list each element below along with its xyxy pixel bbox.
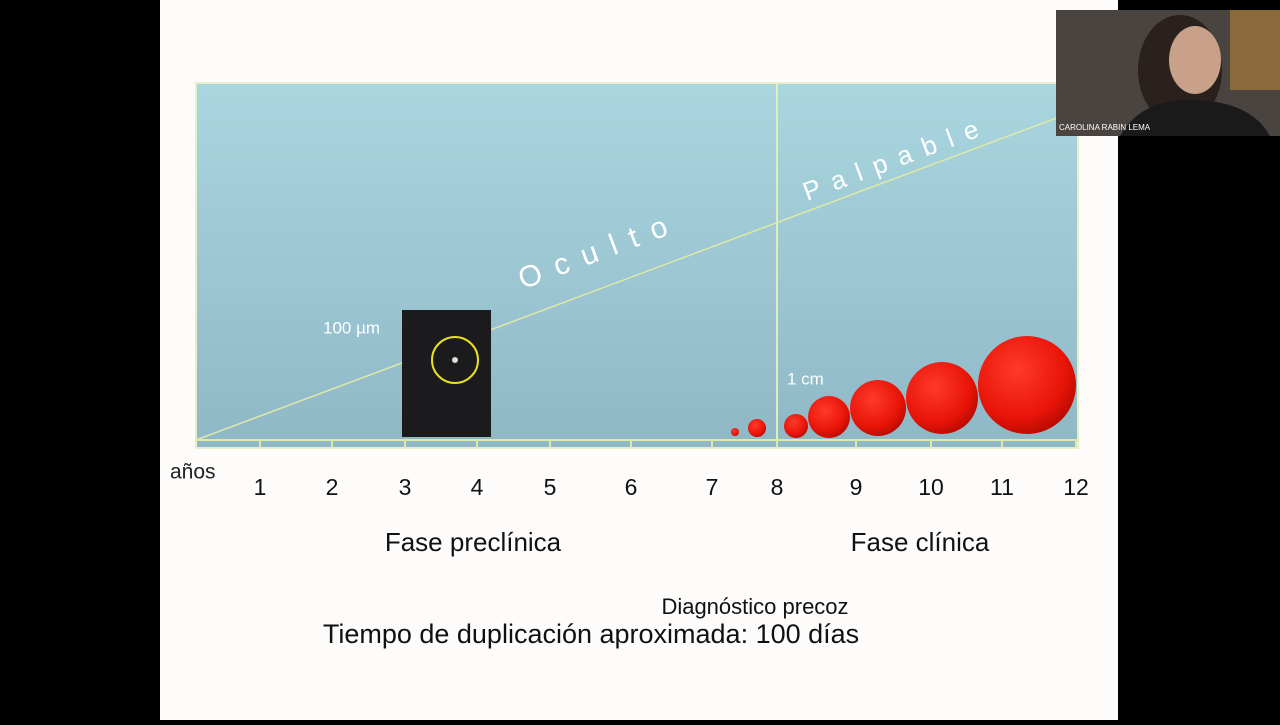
sphere [906,362,978,434]
micro-circle [431,336,479,384]
micro-label: 100 µm [323,318,380,337]
sphere [808,396,850,438]
cell-cluster [452,357,458,363]
cm-label: 1 cm [787,369,824,388]
year-label: 8 [771,474,784,500]
sphere [784,414,808,438]
sphere [748,419,766,437]
year-label: 5 [544,474,557,500]
sphere [978,336,1076,434]
year-label: 7 [706,474,719,500]
year-label: 6 [625,474,638,500]
doubling-time: Tiempo de duplicación aproximada: 100 dí… [323,619,859,649]
growth-line [195,109,1079,441]
participant-name: CAROLINA RABIN LEMA [1059,123,1151,132]
year-label: 10 [918,474,944,500]
tumor-spheres [731,336,1076,438]
year-labels: 1 2 3 4 5 6 7 8 9 10 11 12 [254,474,1089,500]
face [1169,26,1221,94]
axis-label: años [170,461,216,484]
preclinical-label: Fase preclínica [385,527,562,557]
micro-image [402,310,491,437]
ticks [259,440,1077,448]
year-label: 9 [850,474,863,500]
sphere [731,428,739,436]
early-diagnosis: Diagnóstico precoz [661,594,848,619]
year-label: 2 [326,474,339,500]
shoulders [1120,100,1270,136]
sphere [850,380,906,436]
year-label: 4 [471,474,484,500]
year-label: 3 [399,474,412,500]
clinical-label: Fase clínica [851,527,990,557]
video-wall [1230,10,1280,90]
video-tile: CAROLINA RABIN LEMA [1056,10,1280,136]
year-label: 12 [1063,474,1089,500]
year-label: 1 [254,474,267,500]
year-label: 11 [990,474,1014,500]
